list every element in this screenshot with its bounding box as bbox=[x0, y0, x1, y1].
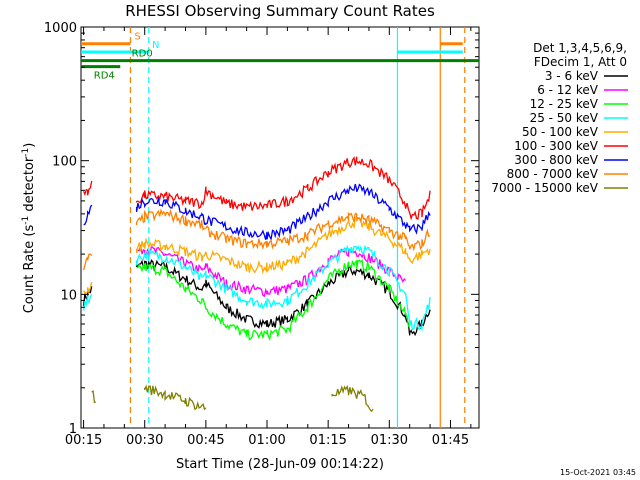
series-line-7 bbox=[82, 208, 431, 271]
x-tick-label-6: 01:45 bbox=[432, 433, 469, 448]
vertical-markers bbox=[129, 27, 466, 428]
series-line-6 bbox=[83, 183, 431, 242]
legend-label-6: 300 - 800 keV bbox=[514, 153, 598, 167]
y-tick-label-2: 100 bbox=[52, 155, 77, 170]
y-axis-label-end: ) bbox=[22, 143, 37, 148]
x-tick-label-5: 01:30 bbox=[371, 433, 408, 448]
legend-label-7: 800 - 7000 keV bbox=[507, 167, 599, 181]
legend-label-2: 12 - 25 keV bbox=[530, 97, 599, 111]
y-tick-label-3: 1000 bbox=[44, 21, 77, 36]
plot-frame bbox=[80, 26, 480, 429]
y-axis-label-main: Count Rate (s bbox=[22, 225, 37, 314]
x-axis-label: Start Time (28-Jun-09 00:14:22) bbox=[176, 457, 384, 472]
y-axis-label-sup1: -1 bbox=[21, 216, 31, 225]
legend-label-8: 7000 - 15000 keV bbox=[491, 181, 598, 195]
legend-label-5: 100 - 300 keV bbox=[514, 139, 598, 153]
y-axis-label-sup2: -1 bbox=[21, 148, 31, 157]
legend-header-line-1: Det 1,3,4,5,6,9, bbox=[533, 41, 627, 55]
series-line-1 bbox=[136, 244, 407, 298]
y-tick-label-1: 10 bbox=[60, 288, 77, 303]
legend-label-3: 25 - 50 keV bbox=[530, 111, 599, 125]
legend-label-4: 50 - 100 keV bbox=[522, 125, 599, 139]
flag-label-rd4: RD4 bbox=[94, 71, 115, 82]
series-line-3 bbox=[82, 244, 431, 332]
flag-label-s: S bbox=[135, 32, 141, 43]
legend-label-1: 6 - 12 keV bbox=[537, 83, 599, 97]
y-axis-ticks: 1 10 100 1000 bbox=[44, 21, 479, 437]
x-tick-label-2: 00:45 bbox=[187, 433, 224, 448]
y-tick-label-0: 1 bbox=[69, 422, 77, 437]
y-axis-label-mid: detector bbox=[22, 156, 37, 216]
x-axis-ticks: 00:15 00:30 00:45 01:00 01:15 01:30 01:45 bbox=[65, 27, 472, 448]
series-lines bbox=[82, 156, 439, 411]
legend-label-0: 3 - 6 keV bbox=[545, 69, 599, 83]
series-line-5 bbox=[83, 156, 431, 221]
x-tick-label-3: 01:00 bbox=[248, 433, 285, 448]
flag-label-rd0: RD0 bbox=[132, 49, 153, 60]
series-line-4 bbox=[83, 216, 431, 294]
flag-label-n: N bbox=[152, 40, 159, 51]
chart-title: RHESSI Observing Summary Count Rates bbox=[125, 2, 435, 20]
x-tick-label-1: 00:30 bbox=[126, 433, 163, 448]
legend: Det 1,3,4,5,6,9, FDecim 1, Att 0 3 - 6 k… bbox=[491, 41, 628, 195]
y-axis-label: Count Rate (s-1 detector-1) bbox=[21, 143, 37, 314]
x-tick-label-4: 01:15 bbox=[309, 433, 346, 448]
series-line-2 bbox=[136, 259, 411, 342]
legend-header-line-2: FDecim 1, Att 0 bbox=[534, 55, 627, 69]
footer-timestamp: 15-Oct-2021 03:45 bbox=[560, 468, 636, 477]
x-tick-label-0: 00:15 bbox=[65, 433, 102, 448]
